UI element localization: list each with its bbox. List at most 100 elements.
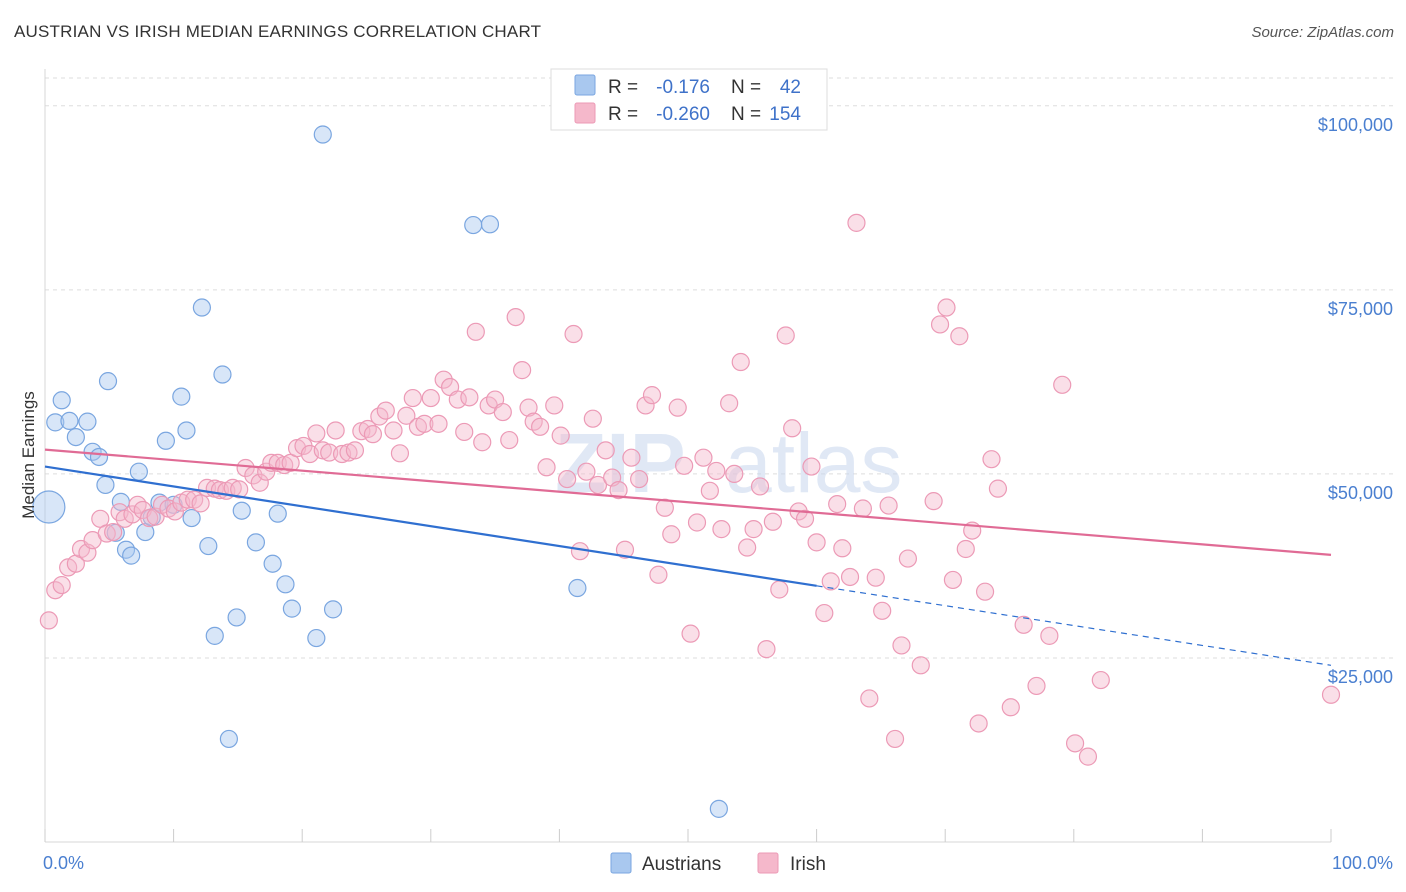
irish-point — [140, 508, 159, 528]
austrian-point — [213, 365, 232, 384]
bottom-legend-swatch-austrians — [610, 852, 632, 874]
irish-point — [911, 656, 930, 675]
irish-point — [821, 572, 840, 591]
irish-point — [466, 322, 485, 341]
y-tick-labels: $25,000 $50,000 $75,000 $100,000 — [1318, 115, 1393, 687]
irish-point — [950, 327, 969, 346]
irish-point — [1040, 626, 1059, 645]
irish-point — [700, 481, 719, 500]
austrian-point — [172, 387, 191, 406]
irish-point — [694, 448, 713, 467]
irish-point — [828, 494, 847, 514]
irish-point — [707, 461, 726, 481]
irish-point — [326, 421, 345, 440]
irish-point — [975, 582, 995, 601]
legend-r-label-austrians: R = — [608, 77, 638, 98]
chart-title: AUSTRIAN VS IRISH MEDIAN EARNINGS CORREL… — [14, 22, 542, 41]
irish-point — [636, 396, 655, 415]
irish-point — [807, 533, 826, 552]
irish-point — [421, 388, 440, 408]
austrian-point — [313, 125, 332, 144]
irish-point — [376, 401, 395, 420]
watermark-zip: ZIP — [555, 416, 686, 510]
austrian-point — [227, 608, 246, 627]
y-tick-label: $25,000 — [1328, 667, 1393, 687]
austrian-point — [66, 427, 85, 447]
irish-point — [956, 539, 975, 559]
irish-point — [493, 402, 512, 422]
irish-point — [924, 492, 943, 511]
irish-point — [583, 409, 602, 428]
irish-point — [448, 390, 467, 409]
irish-point — [403, 388, 422, 408]
irish-point — [687, 513, 707, 532]
irish-point — [500, 430, 519, 450]
trend-line-extension-austrians — [816, 585, 1332, 666]
irish-point — [885, 729, 905, 749]
austrian-point — [323, 600, 343, 619]
irish-point — [731, 352, 750, 372]
austrian-point — [129, 462, 148, 481]
irish-point — [937, 298, 956, 317]
irish-point — [1053, 375, 1072, 394]
austrian-point — [709, 799, 728, 818]
trend-line-irish — [44, 448, 1332, 556]
austrian-point — [177, 421, 196, 440]
austrian-point — [60, 411, 79, 430]
irish-point — [307, 424, 326, 443]
watermark-atlas: atlas — [725, 416, 902, 510]
austrian-point — [276, 575, 295, 594]
y-tick-label: $50,000 — [1328, 483, 1393, 503]
source-label: Source: ZipAtlas.com — [1251, 24, 1394, 41]
irish-point — [128, 495, 147, 514]
irish-point — [668, 398, 687, 417]
austrian-point — [263, 554, 282, 573]
irish-point — [545, 396, 564, 415]
irish-point — [757, 640, 776, 659]
irish-point — [866, 568, 885, 587]
austrian-point — [307, 628, 326, 648]
irish-point — [943, 570, 963, 590]
legend-n-value-austrians: 42 — [780, 77, 801, 98]
irish-point — [434, 370, 453, 389]
irish-point — [712, 520, 731, 539]
irish-point — [860, 689, 879, 708]
irish-point — [513, 361, 532, 380]
irish-point — [725, 464, 744, 484]
austrian-point — [246, 533, 266, 552]
x-axis-ticks — [44, 829, 1332, 842]
irish-point — [1014, 615, 1033, 634]
irish-point — [104, 522, 123, 542]
irish-point — [455, 422, 474, 442]
irish-point — [1065, 734, 1085, 753]
austrian-point — [98, 372, 118, 391]
y-axis-title: Median Earnings — [19, 391, 38, 519]
y-tick-label: $75,000 — [1328, 299, 1393, 319]
austrian-point — [96, 475, 115, 495]
irish-point — [415, 414, 434, 433]
irish-point — [236, 458, 255, 478]
irish-point — [840, 567, 860, 587]
austrian-point — [205, 626, 224, 645]
austrian-point — [568, 578, 587, 598]
irish-point — [738, 538, 757, 557]
irish-point — [642, 386, 662, 405]
austrian-point — [46, 413, 65, 432]
irish-point — [390, 444, 410, 463]
austrian-point — [32, 490, 66, 524]
irish-point — [531, 417, 550, 436]
irish-point — [250, 473, 269, 492]
irish-point — [879, 496, 898, 515]
irish-point — [537, 458, 556, 477]
irish-point — [191, 494, 210, 513]
irish-point — [1078, 747, 1098, 766]
irish-point — [473, 433, 492, 452]
x-tick-label-min: 0.0% — [43, 853, 84, 873]
austrian-point — [192, 298, 211, 317]
irish-point — [384, 421, 403, 440]
watermark: ZIP atlas — [555, 416, 902, 510]
irish-point — [588, 475, 608, 495]
irish-point — [892, 636, 911, 655]
irish-point — [397, 406, 416, 425]
